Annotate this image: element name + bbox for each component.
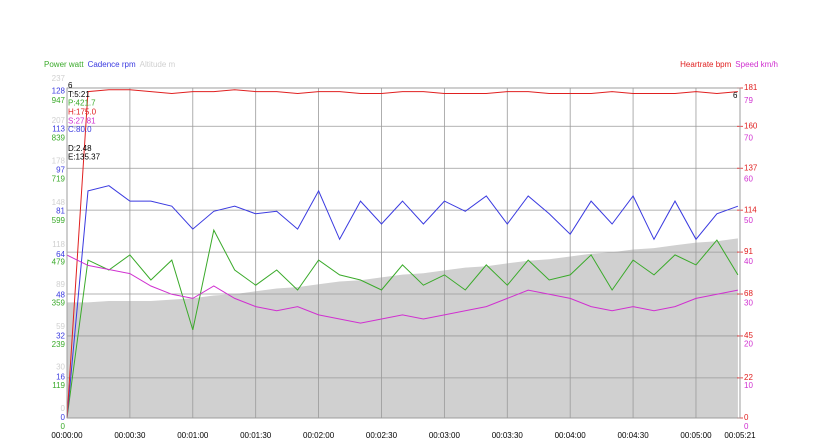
legend-entry: Heartrate bpm [680,60,731,69]
y2-tick-label: 45 [744,331,753,340]
y-tick-label: 32 [56,331,65,340]
legend-entry: Speed km/h [735,60,778,69]
y-tick-label: 113 [52,125,65,134]
x-tick-label: 00:03:30 [492,431,524,440]
info-text: H:175.0 [68,108,97,117]
x-tick-label: 00:03:00 [429,431,461,440]
legend-entry: Altitude m [140,60,176,69]
y2-tick-label: 10 [744,381,753,390]
x-tick-label: 00:05:00 [680,431,712,440]
y-tick-label: 0 [61,413,66,422]
info-text: C:80.0 [68,125,92,134]
y2-tick-label: 0 [744,422,749,431]
x-tick-label: 00:00:00 [51,431,83,440]
x-tick-label: 00:05:21 [724,431,756,440]
y2-tick-label: 160 [744,121,758,130]
y-tick-label: 207 [52,116,66,125]
x-tick-label: 00:00:30 [114,431,146,440]
y2-tick-label: 30 [744,298,753,307]
y-tick-label: 178 [52,156,66,165]
y2-tick-label: 137 [744,163,758,172]
y-tick-label: 97 [56,166,65,175]
x-tick-label: 00:01:30 [240,431,272,440]
x-tick-label: 00:04:00 [555,431,587,440]
y-tick-label: 119 [52,381,65,390]
y-tick-label: 237 [52,74,66,83]
x-tick-label: 00:02:30 [366,431,398,440]
data [66,89,739,419]
y2-tick-label: 50 [744,216,753,225]
y-tick-label: 599 [52,216,66,225]
y-tick-label: 30 [56,362,65,371]
marker-label: 6 [733,91,738,100]
y2-tick-label: 68 [744,289,753,298]
line [66,228,739,419]
y-tick-label: 0 [61,404,66,413]
y-tick-label: 239 [52,340,66,349]
info-text: P:421.7 [68,99,96,108]
y-tick-label: 479 [52,257,66,266]
info-text: D:2.48 [68,144,92,153]
y-tick-label: 64 [56,250,65,259]
y-tick-label: 719 [52,175,66,184]
y2-tick-label: 0 [744,413,749,422]
x-tick-label: 00:02:00 [303,431,335,440]
y2-tick-label: 181 [744,83,758,92]
y2-tick-label: 79 [744,96,753,105]
y-tick-label: 148 [52,198,66,207]
info-text: S:27.81 [68,116,96,125]
info-text: T:5:21 [68,90,90,99]
y2-tick-label: 22 [744,373,753,382]
legend-entry: Power watt [44,60,84,69]
y-tick-label: 128 [52,86,66,95]
y-tick-label: 0 [61,422,66,431]
y2-tick-label: 60 [744,175,753,184]
x-tick-label: 00:04:30 [618,431,650,440]
y-tick-label: 48 [56,291,65,300]
line [66,89,738,419]
legend-entry: Cadence rpm [88,60,136,69]
y-tick-label: 947 [52,96,66,105]
line [66,185,739,419]
y2-tick-label: 20 [744,340,753,349]
y-tick-label: 359 [52,299,66,308]
x-tick-label: 00:01:00 [177,431,209,440]
plot-border [66,87,741,419]
y-tick-label: 16 [56,372,65,381]
info-text: 6 [68,81,73,90]
y-tick-label: 839 [52,133,66,142]
y2-tick-label: 114 [744,205,757,214]
y-tick-label: 118 [52,240,65,249]
y2-tick-label: 91 [744,247,753,256]
y-tick-label: 89 [56,280,65,289]
y2-tick-label: 40 [744,257,753,266]
line [66,254,738,324]
y-tick-label: 59 [56,322,65,331]
y2-tick-label: 70 [744,133,753,142]
info-text: E:135.37 [68,153,101,162]
y-tick-label: 81 [56,206,65,215]
